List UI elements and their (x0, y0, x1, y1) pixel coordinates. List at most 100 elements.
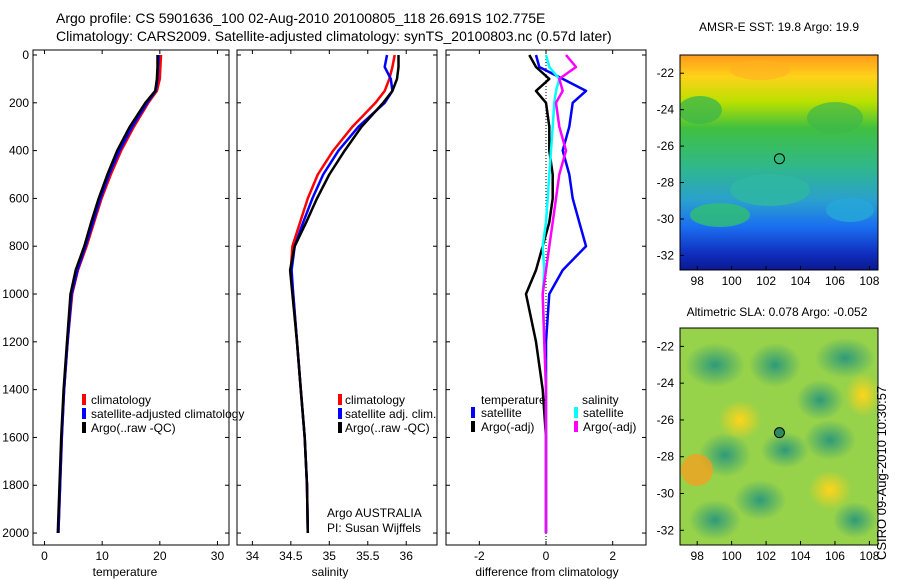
series-line-1 (57, 54, 163, 534)
salinity-legend: climatology satellite adj. clim. Argo(..… (338, 393, 436, 435)
y-tick-label: 800 (9, 239, 29, 253)
y-tick-label: 200 (9, 96, 29, 110)
y-tick-label: -24 (657, 376, 675, 390)
argo-location-marker (773, 153, 785, 165)
legend-swatch-temp-argo (471, 421, 475, 432)
difference-legend: temperature salinity satellite Argo(-adj… (471, 393, 636, 434)
x-tick-label: -2 (474, 549, 485, 563)
x-tick-label: 0 (543, 549, 550, 563)
legend-label-temp-satellite: satellite (481, 406, 522, 420)
x-tick-label: 30 (211, 549, 225, 563)
x-tick-label: 20 (153, 549, 167, 563)
x-tick-label: 104 (791, 549, 811, 563)
legend-label-sal-satellite: satellite (583, 406, 624, 420)
salinity-xlabel: salinity (312, 565, 349, 579)
temperature-xlabel: temperature (93, 565, 158, 579)
y-tick-label: -22 (657, 66, 675, 80)
legend-swatch-temp-satellite (471, 407, 475, 418)
temperature-axes: 0 10 20 30 0 200 400 600 800 1000 1200 1400 1600 1800… (2, 48, 229, 563)
x-tick-label: 10 (95, 549, 109, 563)
temperature-axes-frame (32, 49, 230, 546)
argo-location-marker (773, 427, 785, 439)
y-tick-label: 400 (9, 144, 29, 158)
sst-map-title: AMSR-E SST: 19.8 Argo: 19.9 (699, 20, 859, 34)
legend-swatch-climatology (338, 394, 342, 405)
salinity-axes: 34 34.5 35 35.5 36 (237, 50, 437, 563)
sla-map-axes: 98 100 102 104 106 108 -22 -24 -26 -28 -30 -32 (657, 339, 880, 563)
x-tick-label: 100 (722, 549, 742, 563)
difference-xlabel: difference from climatology (475, 565, 618, 579)
x-tick-label: 36 (400, 549, 414, 563)
y-tick-label: 1400 (2, 383, 29, 397)
difference-profiles (524, 54, 588, 533)
y-tick-label: 1800 (2, 478, 29, 492)
y-tick-label: 1600 (2, 430, 29, 444)
x-tick-label: 106 (825, 274, 845, 288)
series-line-2 (524, 54, 554, 533)
y-tick-label: -22 (657, 339, 675, 353)
temperature-legend: climatology satellite-adjusted climatolo… (82, 393, 244, 435)
series-line-3 (56, 55, 159, 534)
legend-label-temp-argo: Argo(-adj) (481, 420, 534, 434)
sst-heatmap (680, 55, 878, 270)
figure-title-line2: Climatology: CARS2009. Satellite-adjuste… (56, 28, 612, 44)
legend-swatch-satellite (82, 408, 86, 419)
y-tick-label: -32 (657, 248, 675, 262)
x-tick-label: 35 (323, 549, 337, 563)
x-tick-label: 98 (691, 549, 705, 563)
legend-label-climatology: climatology (91, 393, 151, 407)
sla-map-frame (679, 327, 879, 546)
y-tick-label: -26 (657, 139, 675, 153)
x-tick-label: 35.5 (356, 549, 380, 563)
series-line-3 (288, 55, 400, 534)
x-tick-label: 100 (722, 274, 742, 288)
legend-label-argo: Argo(..raw -QC) (345, 421, 430, 435)
legend-swatch-satellite (338, 408, 342, 419)
sla-heatmap (680, 328, 878, 545)
y-tick-label: -28 (657, 450, 675, 464)
x-tick-label: 34 (246, 549, 260, 563)
y-tick-label: -32 (657, 523, 675, 537)
y-tick-label: -24 (657, 103, 675, 117)
x-tick-label: 104 (791, 274, 811, 288)
legend-label-climatology: climatology (345, 393, 405, 407)
y-tick-label: -30 (657, 487, 675, 501)
sst-map-axes: 98 100 102 104 106 108 -22 -24 -26 -28 -30 -32 (657, 66, 880, 288)
y-tick-label: 2000 (2, 526, 29, 540)
annotation-argo-australia: Argo AUSTRALIA (327, 506, 422, 520)
sst-map-frame (679, 54, 879, 271)
x-tick-label: 108 (859, 549, 879, 563)
x-tick-label: 102 (756, 549, 776, 563)
legend-swatch-climatology (82, 394, 86, 405)
legend-heading-salinity: salinity (582, 393, 619, 407)
sla-map-title: Altimetric SLA: 0.078 Argo: -0.052 (687, 305, 868, 319)
x-tick-label: 2 (609, 549, 616, 563)
x-tick-label: 102 (756, 274, 776, 288)
x-tick-label: 108 (859, 274, 879, 288)
y-tick-label: 1200 (2, 335, 29, 349)
legend-label-argo: Argo(..raw -QC) (91, 421, 176, 435)
y-tick-label: -26 (657, 413, 675, 427)
y-tick-label: 0 (22, 48, 29, 62)
salinity-profiles (288, 54, 400, 534)
y-tick-label: -28 (657, 176, 675, 190)
x-tick-label: 0 (41, 549, 48, 563)
y-tick-label: -30 (657, 212, 675, 226)
series-line-4 (541, 54, 578, 533)
legend-swatch-sal-satellite (574, 407, 578, 418)
legend-swatch-argo (338, 422, 342, 433)
legend-label-sal-argo: Argo(-adj) (583, 420, 636, 434)
legend-label-satellite: satellite adj. clim. (345, 407, 436, 421)
x-tick-label: 98 (691, 274, 705, 288)
annotation-pi: PI: Susan Wijffels (327, 521, 421, 535)
x-tick-label: 34.5 (279, 549, 303, 563)
x-tick-label: 106 (825, 549, 845, 563)
legend-swatch-argo (82, 422, 86, 433)
credit-timestamp: CSIRO 09-Aug-2010 10:30:57 (874, 385, 889, 560)
salinity-axes-frame (236, 49, 438, 546)
temperature-profiles (56, 54, 163, 534)
y-tick-label: 1000 (2, 287, 29, 301)
legend-swatch-sal-argo (574, 421, 578, 432)
y-tick-label: 600 (9, 191, 29, 205)
